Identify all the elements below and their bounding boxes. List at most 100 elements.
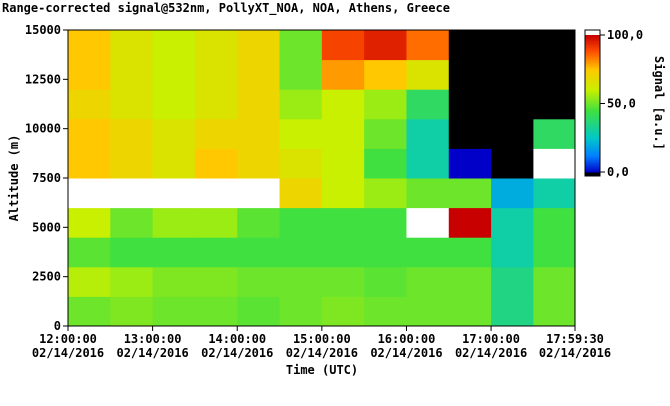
- heatmap-cell: [110, 30, 154, 61]
- colorbar-step: [585, 115, 600, 118]
- heatmap-cell: [533, 237, 575, 268]
- colorbar-step: [585, 95, 600, 98]
- colorbar-step: [585, 98, 600, 100]
- x-tick-label: 15:00:00: [293, 332, 351, 346]
- colorbar-step: [585, 87, 600, 89]
- colorbar-step: [585, 44, 600, 47]
- heatmap-cell: [237, 89, 281, 120]
- colorbar-step: [585, 128, 600, 131]
- heatmap-cell: [448, 296, 492, 326]
- colorbar-step: [585, 40, 600, 43]
- colorbar-step: [585, 111, 600, 114]
- heatmap-cell: [491, 237, 534, 268]
- heatmap-cell: [533, 118, 575, 149]
- heatmap-cell: [448, 237, 492, 268]
- colorbar-step: [585, 35, 600, 37]
- heatmap-cell: [152, 207, 196, 238]
- colorbar-step: [585, 81, 600, 84]
- colorbar-step: [585, 161, 600, 163]
- heatmap-cell: [448, 118, 492, 149]
- colorbar-step: [585, 54, 600, 57]
- y-tick-label: 2500: [32, 270, 61, 284]
- colorbar-step: [585, 129, 600, 132]
- heatmap-cell: [110, 89, 154, 120]
- colorbar-step: [585, 102, 600, 104]
- colorbar-step: [585, 47, 600, 50]
- colorbar-step: [585, 84, 600, 87]
- x-tick-label: 17:00:00: [462, 332, 520, 346]
- heatmap-cell: [364, 178, 407, 209]
- heatmap-cell: [110, 148, 154, 179]
- colorbar-step: [585, 50, 600, 52]
- heatmap-cell: [194, 59, 238, 90]
- colorbar-step: [585, 148, 600, 151]
- heatmap-cell: [194, 237, 238, 268]
- colorbar-step: [585, 114, 600, 117]
- colorbar-tick-label: 50,0: [607, 97, 636, 111]
- colorbar-under: [585, 172, 600, 176]
- heatmap-cell: [406, 30, 450, 61]
- x-tick-label: 02/14/2016: [539, 346, 611, 360]
- colorbar-step: [585, 117, 600, 120]
- heatmap-cell: [279, 118, 323, 149]
- heatmap-cell: [448, 89, 492, 120]
- heatmap-cell: [364, 266, 407, 297]
- heatmap-cell: [364, 296, 407, 326]
- heatmap-cell: [152, 148, 196, 179]
- heatmap-cell: [321, 178, 365, 209]
- colorbar-step: [585, 126, 600, 129]
- colorbar-step: [585, 37, 600, 40]
- heatmap-cell: [491, 266, 534, 297]
- heatmap-cell: [110, 296, 154, 326]
- x-tick-label: 13:00:00: [124, 332, 182, 346]
- colorbar-step: [585, 141, 600, 144]
- colorbar-step: [585, 103, 600, 106]
- heatmap-cell: [68, 148, 111, 179]
- colorbar-step: [585, 167, 600, 170]
- heatmap-cell: [279, 266, 323, 297]
- heatmap-cell: [406, 237, 450, 268]
- colorbar-step: [585, 154, 600, 157]
- colorbar-step: [585, 144, 600, 147]
- heatmap-cell: [279, 148, 323, 179]
- heatmap-cell: [237, 296, 281, 326]
- heatmap-cell: [152, 266, 196, 297]
- heatmap-cell: [406, 148, 450, 179]
- colorbar-step: [585, 145, 600, 148]
- heatmap-cell: [321, 266, 365, 297]
- heatmap-cell: [448, 207, 492, 238]
- colorbar-step: [585, 143, 600, 146]
- colorbar-step: [585, 106, 600, 109]
- colorbar-step: [585, 140, 600, 143]
- x-tick-label: 02/14/2016: [370, 346, 442, 360]
- heatmap-cell: [68, 207, 111, 238]
- heatmap-cell: [533, 207, 575, 238]
- x-tick-label: 02/14/2016: [32, 346, 104, 360]
- colorbar-step: [585, 156, 600, 159]
- heatmap-cell: [491, 178, 534, 209]
- heatmap-cell: [152, 118, 196, 149]
- colorbar-step: [585, 130, 600, 133]
- colorbar-step: [585, 110, 600, 113]
- heatmap-cell: [321, 207, 365, 238]
- colorbar-step: [585, 159, 600, 162]
- x-tick-label: 17:59:30: [546, 332, 604, 346]
- colorbar-step: [585, 89, 600, 92]
- heatmap-cell: [406, 178, 450, 209]
- heatmap-cell: [406, 118, 450, 149]
- heatmap-cell: [194, 296, 238, 326]
- colorbar-step: [585, 163, 600, 166]
- colorbar-step: [585, 113, 600, 115]
- colorbar-step: [585, 70, 600, 73]
- colorbar-step: [585, 39, 600, 41]
- heatmap-cell: [237, 30, 281, 61]
- colorbar-step: [585, 73, 600, 76]
- y-tick-label: 10000: [25, 122, 61, 136]
- heatmap-cell: [448, 148, 492, 179]
- colorbar-step: [585, 76, 600, 78]
- heatmap-cell: [491, 30, 534, 61]
- colorbar-step: [585, 136, 600, 139]
- colorbar-step: [585, 165, 600, 168]
- colorbar-step: [585, 91, 600, 94]
